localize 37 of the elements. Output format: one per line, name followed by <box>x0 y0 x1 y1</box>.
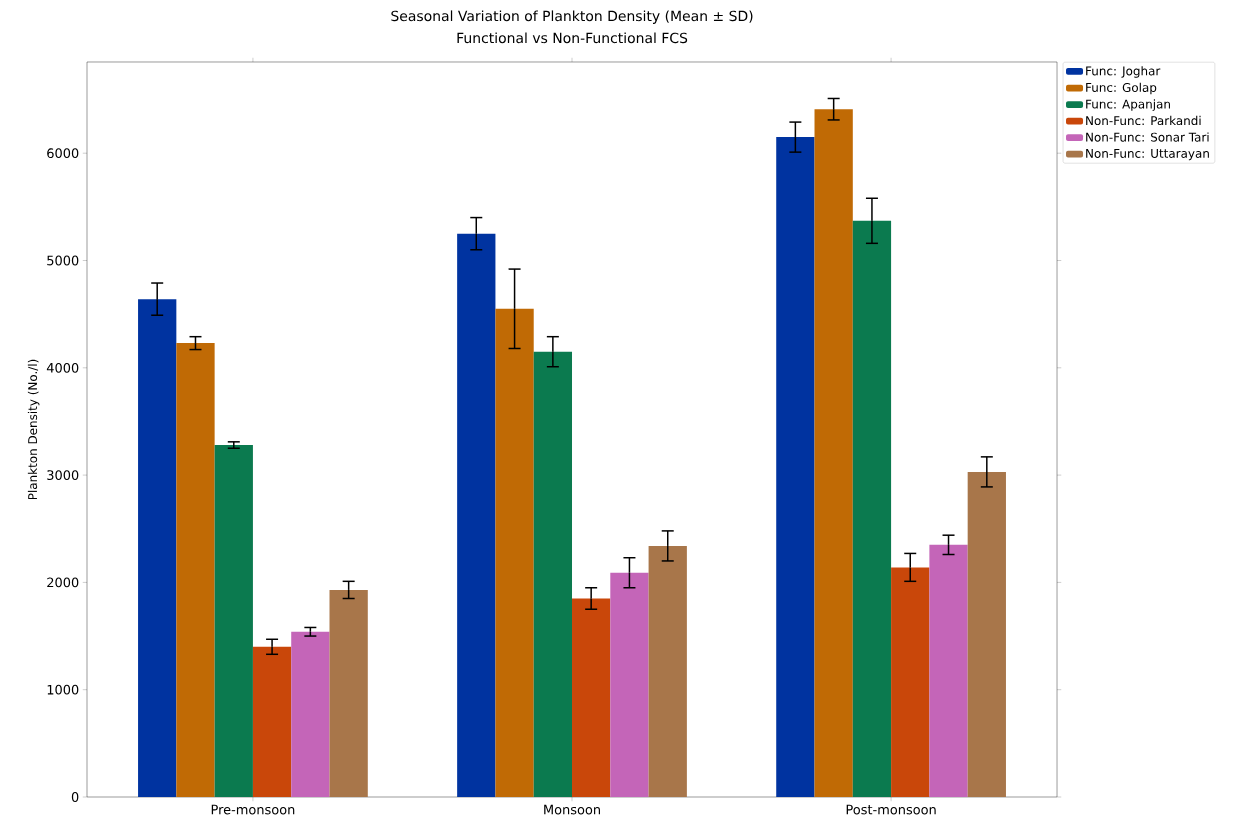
bar <box>852 220 892 797</box>
bar <box>176 343 215 797</box>
bar <box>610 572 649 797</box>
legend-label: Non-Func: Uttarayan <box>1086 148 1209 161</box>
y-tick-label: 3000 <box>47 470 79 480</box>
bar <box>329 589 368 797</box>
x-tick-label: Pre-monsoon <box>211 804 295 815</box>
y-tick-label: 2000 <box>47 577 79 588</box>
bar <box>495 308 534 797</box>
bar <box>138 299 177 797</box>
y-tick-label: 0 <box>71 792 79 802</box>
y-tick-label: 6000 <box>47 148 79 159</box>
bar <box>929 544 968 797</box>
legend-label: Func: Golap <box>1086 82 1157 95</box>
bar <box>457 233 496 797</box>
y-tick-label: 4000 <box>46 362 79 373</box>
bar <box>967 471 1006 797</box>
y-tick-label: 5000 <box>47 255 79 266</box>
bar <box>648 545 687 797</box>
bar <box>214 445 253 797</box>
bar <box>891 567 930 797</box>
bar <box>533 351 573 797</box>
y-axis-title: Plankton Density (No./l) <box>27 359 40 500</box>
legend-label: Non-Func: Sonar Tari <box>1086 132 1209 142</box>
x-tick-label: Post-monsoon <box>846 804 936 815</box>
bar <box>776 137 815 797</box>
bar <box>291 631 330 797</box>
bar <box>572 598 611 797</box>
legend-label: Func: Joghar <box>1086 66 1161 78</box>
chart-subtitle: Functional vs Non-Functional FCS <box>457 32 688 44</box>
chart-title: Seasonal Variation of Plankton Density (Mean ± SD) <box>391 10 753 24</box>
legend-label: Func: Apanjan <box>1086 99 1170 111</box>
legend-label: Non-Func: Parkandi <box>1086 115 1201 126</box>
x-tick-label: Monsoon <box>544 804 600 815</box>
bar <box>252 646 292 797</box>
bar <box>814 109 853 797</box>
y-tick-label: 1000 <box>47 684 79 695</box>
